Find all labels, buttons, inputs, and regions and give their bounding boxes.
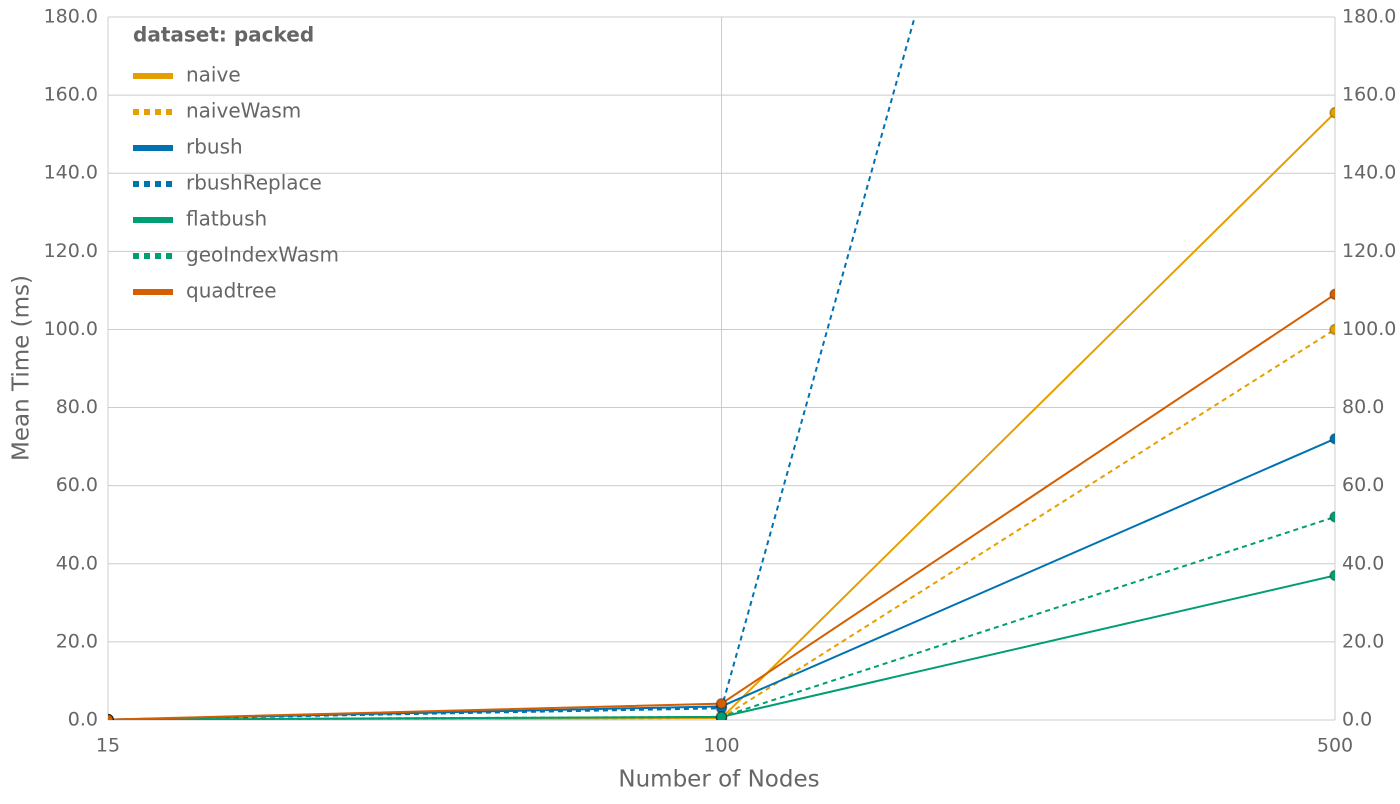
data-point [1329,288,1335,301]
y-axis-title: Mean Time (ms) [9,275,35,461]
y2-tick-label: 140.0 [1342,162,1396,184]
y2-tick-label: 120.0 [1342,240,1396,262]
y-tick-label: 0.0 [68,709,98,731]
data-point [715,697,728,710]
legend-label: geoIndexWasm [186,243,339,267]
x-tick-label: 100 [703,735,739,757]
x-tick-label: 500 [1317,735,1353,757]
y-tick-label: 20.0 [56,630,98,652]
legend-title: dataset: packed [133,23,314,47]
y-tick-label: 140.0 [44,162,98,184]
y2-tick-label: 160.0 [1342,84,1396,106]
x-tick-label: 15 [96,735,120,757]
legend-label: naiveWasm [186,99,301,123]
legend-label: rbush [186,135,243,159]
y-tick-label: 40.0 [56,552,98,574]
y2-tick-label: 80.0 [1342,396,1384,418]
legend-label: rbushReplace [186,171,322,195]
y2-tick-label: 40.0 [1342,552,1384,574]
plot-area [108,17,1335,720]
legend-label: naive [186,63,241,87]
y2-tick-label: 100.0 [1342,318,1396,340]
y-tick-label: 160.0 [44,84,98,106]
data-point [1329,106,1335,119]
y-tick-label: 100.0 [44,318,98,340]
data-point [715,711,728,720]
y2-tick-label: 0.0 [1342,709,1372,731]
data-point [108,713,114,720]
y-tick-label: 180.0 [44,6,98,28]
y-tick-label: 80.0 [56,396,98,418]
y2-tick-label: 180.0 [1342,6,1396,28]
data-point [1329,511,1335,523]
data-point [1329,569,1335,582]
data-point [1329,323,1335,336]
y-tick-label: 60.0 [56,474,98,496]
x-axis-title: Number of Nodes [618,767,819,793]
y2-tick-label: 20.0 [1342,630,1384,652]
legend-label: quadtree [186,279,277,303]
legend-label: flatbush [186,207,267,231]
y2-tick-label: 60.0 [1342,474,1384,496]
data-point [1329,433,1335,445]
y-tick-label: 120.0 [44,240,98,262]
